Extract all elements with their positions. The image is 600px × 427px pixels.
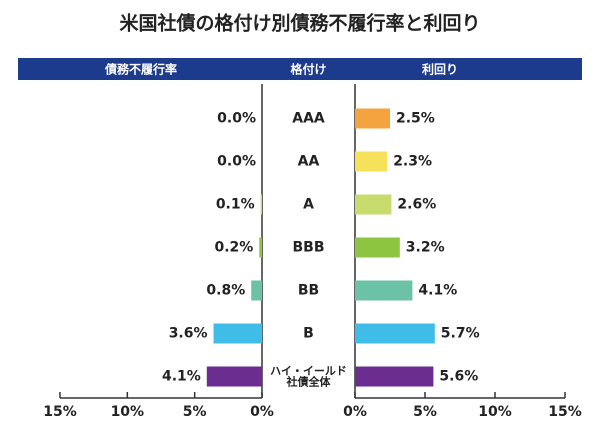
x-tick-label: 5%	[183, 404, 207, 420]
value-label: 0.0%	[217, 154, 256, 170]
value-label: 2.5%	[396, 111, 435, 127]
header-label: 債務不履行率	[104, 62, 177, 77]
bar	[355, 194, 392, 215]
bar	[355, 366, 434, 387]
header-label: 格付け	[290, 62, 326, 77]
category-label: AAA	[292, 110, 325, 127]
bar	[259, 237, 262, 258]
x-tick-label: 0%	[343, 404, 367, 420]
value-label: 3.2%	[406, 240, 445, 256]
bar	[213, 323, 262, 344]
value-label: 2.6%	[397, 197, 436, 213]
value-label: 2.3%	[393, 154, 432, 170]
x-tick-label: 15%	[43, 404, 77, 420]
bar	[355, 323, 435, 344]
x-tick-label: 10%	[111, 404, 145, 420]
value-label: 0.1%	[216, 197, 255, 213]
value-label: 0.8%	[206, 283, 245, 299]
bar	[206, 366, 262, 387]
value-label: 5.6%	[439, 369, 478, 385]
value-label: 4.1%	[418, 283, 457, 299]
bar	[260, 194, 262, 215]
value-label: 4.1%	[162, 369, 201, 385]
x-tick-label: 0%	[250, 404, 274, 420]
x-tick-label: 15%	[548, 404, 582, 420]
category-label: BBB	[292, 239, 325, 256]
value-label: 3.6%	[169, 326, 208, 342]
header-bar	[18, 58, 582, 80]
bar	[355, 237, 400, 258]
value-label: 0.2%	[214, 240, 253, 256]
category-label: A	[303, 196, 314, 213]
value-label: 0.0%	[217, 111, 256, 127]
x-tick-label: 5%	[413, 404, 437, 420]
bar	[251, 280, 262, 301]
category-label: BB	[297, 282, 320, 299]
category-label: AA	[297, 153, 320, 170]
x-tick-label: 10%	[478, 404, 512, 420]
category-label: ハイ・イールド 社債全体	[270, 363, 347, 389]
bar	[355, 151, 388, 172]
category-label: B	[303, 325, 314, 342]
value-label: 5.7%	[441, 326, 480, 342]
bar	[355, 280, 413, 301]
bar	[355, 108, 390, 129]
chart-title: 米国社債の格付け別債務不履行率と利回り	[119, 12, 480, 35]
header-label: 利回り	[422, 62, 458, 77]
